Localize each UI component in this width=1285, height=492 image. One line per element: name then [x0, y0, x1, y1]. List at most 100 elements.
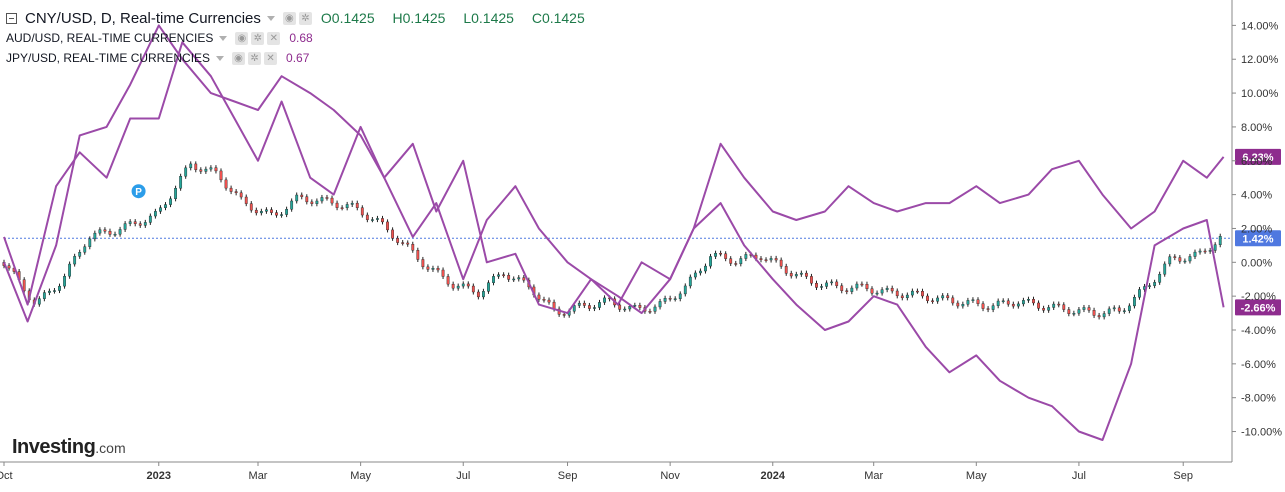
- candle-body: [946, 295, 950, 299]
- investing-logo: Investing.com: [12, 436, 126, 459]
- candle-body: [562, 314, 566, 316]
- gear-icon[interactable]: ✲: [298, 11, 312, 25]
- p-marker-circle: [131, 184, 146, 199]
- candle-body: [63, 276, 66, 287]
- candle-body: [1138, 289, 1141, 298]
- candle-body: [658, 301, 662, 308]
- candle-body: [840, 285, 844, 291]
- candle-body: [1072, 313, 1076, 315]
- candle-body: [456, 285, 460, 289]
- candle-body: [936, 297, 940, 302]
- y-tick-label: -4.00%: [1241, 325, 1276, 337]
- candle-body: [709, 256, 712, 267]
- close-icon[interactable]: ✕: [264, 51, 278, 65]
- candle-body: [487, 282, 490, 292]
- jpy-series-label[interactable]: JPY/USD, REAL-TIME CURRENCIES: [6, 51, 211, 65]
- candle-body: [714, 253, 717, 257]
- chevron-down-icon[interactable]: [216, 55, 225, 61]
- candle-body: [1052, 303, 1056, 308]
- y-tick-label: 6.00%: [1241, 156, 1272, 168]
- legend-jpy-row[interactable]: JPY/USD, REAL-TIME CURRENCIES ◉ ✲ ✕ 0.67: [6, 48, 599, 68]
- candle-body: [582, 302, 586, 306]
- candle-body: [951, 297, 955, 304]
- candle-body: [976, 299, 980, 304]
- legend-main-title[interactable]: CNY/USD, D, Real-time Currencies: [25, 9, 261, 27]
- candle-body: [492, 276, 495, 283]
- gear-icon[interactable]: ✲: [251, 31, 265, 45]
- candle-body: [471, 285, 475, 293]
- badge-cny-bg: [1235, 230, 1281, 247]
- candle-body: [53, 290, 56, 292]
- candle-body: [265, 209, 268, 212]
- x-tick-label: Oct: [0, 470, 13, 482]
- candle-body: [724, 253, 728, 259]
- candle-body: [905, 294, 909, 299]
- candle-body: [73, 256, 77, 265]
- candle-body: [411, 244, 415, 251]
- aud-series-value: 0.68: [289, 31, 313, 45]
- candle-body: [805, 272, 808, 277]
- candle-body: [1047, 307, 1051, 311]
- candle-body: [310, 201, 314, 204]
- legend-main-row[interactable]: CNY/USD, D, Real-time Currencies ◉ ✲ O0.…: [6, 8, 599, 28]
- candle-body: [1173, 256, 1177, 258]
- earnings-marker[interactable]: P: [131, 184, 146, 199]
- candle-body: [441, 269, 445, 277]
- badge-jpy-usd-label: -2.66%: [1241, 302, 1276, 314]
- y-axis[interactable]: 14.00% 12.00% 10.00% 8.00% 6.00% 4.00% 2.00% 0.…: [1232, 20, 1282, 439]
- candle-body: [249, 203, 253, 211]
- close-icon[interactable]: ✕: [267, 31, 281, 45]
- candle-body: [148, 215, 152, 223]
- candle-body: [678, 293, 682, 299]
- candle-body: [956, 302, 960, 307]
- candle-body: [355, 202, 359, 208]
- chevron-down-icon[interactable]: [266, 15, 275, 21]
- candle-body: [688, 276, 692, 287]
- candle-body: [7, 265, 11, 269]
- candle-body: [350, 202, 354, 205]
- chevron-down-icon[interactable]: [219, 35, 228, 41]
- p-marker-icon: P: [135, 187, 142, 198]
- candle-body: [451, 283, 455, 289]
- candle-body: [360, 207, 364, 216]
- badge-aud-usd-bg: [1235, 148, 1281, 165]
- candle-body: [365, 214, 369, 220]
- chart-grid: [0, 0, 1233, 463]
- jpy-series-value: 0.67: [286, 51, 310, 65]
- candle-body: [497, 274, 500, 277]
- x-axis[interactable]: Oct 2023 Mar May Jul Sep Nov 2024 Mar May Jul Sep: [0, 462, 1193, 482]
- candle-body: [42, 292, 46, 299]
- eye-icon[interactable]: ◉: [235, 31, 249, 45]
- x-tick-label: 2023: [147, 470, 171, 482]
- candle-body: [542, 299, 546, 301]
- aud-series-label[interactable]: AUD/USD, REAL-TIME CURRENCIES: [6, 31, 214, 45]
- collapse-icon[interactable]: [6, 12, 17, 24]
- high-value: H0.1425: [392, 10, 446, 26]
- candle-body: [931, 300, 934, 302]
- candle-body: [577, 302, 581, 306]
- close-value: C0.1425: [531, 10, 585, 26]
- candle-body: [406, 242, 410, 245]
- candle-body: [138, 223, 142, 226]
- y-tick-label: 10.00%: [1241, 88, 1279, 100]
- candle-body: [204, 168, 208, 172]
- candle-body: [401, 242, 405, 244]
- gear-icon[interactable]: ✲: [248, 51, 262, 65]
- candle-body: [991, 305, 995, 310]
- candle-body: [209, 167, 213, 170]
- candle-body: [865, 284, 869, 289]
- legend-aud-row[interactable]: AUD/USD, REAL-TIME CURRENCIES ◉ ✲ ✕ 0.68: [6, 28, 599, 48]
- candle-body: [436, 268, 440, 271]
- candle-body: [1133, 297, 1136, 307]
- candle-body: [981, 303, 985, 309]
- eye-icon[interactable]: ◉: [282, 11, 296, 25]
- candle-body: [416, 250, 420, 260]
- candle-body: [103, 229, 107, 232]
- candle-body: [1032, 299, 1035, 304]
- candle-body: [1188, 256, 1192, 262]
- candle-body: [305, 196, 309, 203]
- y-tick-label: 8.00%: [1241, 122, 1272, 134]
- candle-body: [1092, 310, 1096, 316]
- eye-icon[interactable]: ◉: [232, 51, 246, 65]
